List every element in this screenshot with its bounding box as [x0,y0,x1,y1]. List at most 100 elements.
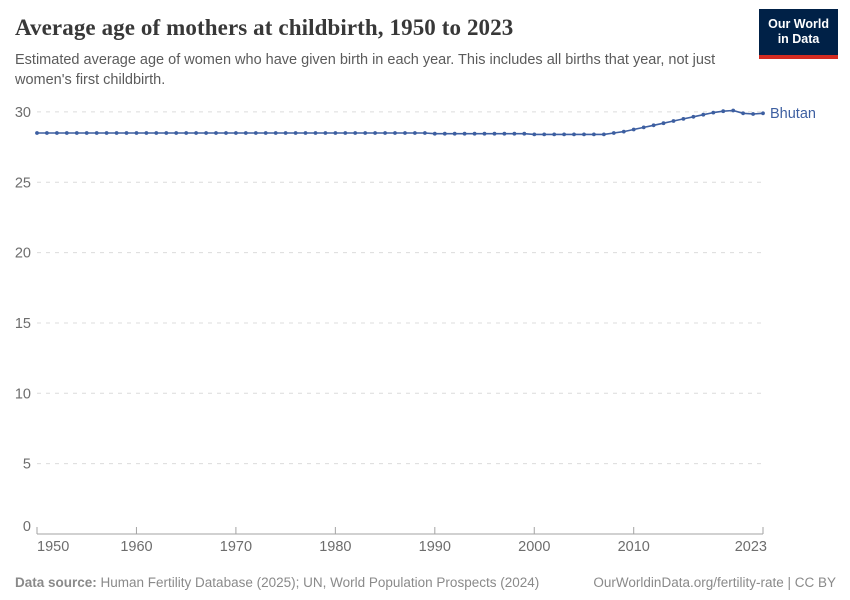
data-point[interactable] [413,131,417,135]
data-point[interactable] [253,131,258,135]
data-point[interactable] [472,131,477,136]
data-point[interactable] [323,131,328,135]
y-tick-label: 10 [15,386,31,402]
data-point[interactable] [74,131,79,135]
series-label: Bhutan [770,106,816,122]
data-point[interactable] [114,131,119,135]
data-point[interactable] [403,131,407,135]
data-point[interactable] [194,131,199,135]
y-tick-label: 5 [23,457,31,473]
chart-footer: Data source: Human Fertility Database (2… [15,575,836,590]
data-point[interactable] [452,131,457,136]
data-point[interactable] [711,110,716,115]
data-point[interactable] [492,131,497,136]
data-point[interactable] [621,129,626,134]
data-point[interactable] [522,131,527,136]
x-tick-label: 2010 [618,539,650,555]
x-tick-label: 1950 [37,539,69,555]
owid-logo[interactable]: Our World in Data [759,9,838,59]
data-point[interactable] [562,132,566,137]
owid-logo-line2: in Data [777,32,820,47]
x-tick-label: 2023 [735,539,767,555]
data-point[interactable] [293,131,298,135]
y-tick-label: 20 [15,246,31,262]
data-point[interactable] [154,131,159,135]
data-source-label: Data source: [15,575,97,590]
data-point[interactable] [353,131,358,135]
data-point[interactable] [423,131,427,135]
data-point[interactable] [84,131,89,135]
data-source-text: Human Fertility Database (2025); UN, Wor… [96,575,540,590]
data-point[interactable] [502,131,507,136]
data-point[interactable] [542,132,547,137]
data-point[interactable] [174,131,179,135]
data-point[interactable] [641,125,646,130]
data-point[interactable] [45,131,49,135]
data-source-note: Data source: Human Fertility Database (2… [15,575,539,590]
data-point[interactable] [442,131,447,136]
data-point[interactable] [582,132,586,137]
data-point[interactable] [592,132,596,137]
x-tick-label: 1990 [419,539,451,555]
data-point[interactable] [333,131,338,135]
data-point[interactable] [55,131,59,135]
x-tick-label: 1980 [319,539,351,555]
license-note[interactable]: OurWorldinData.org/fertility-rate | CC B… [593,575,836,590]
x-tick-label: 1960 [120,539,152,555]
y-tick-label: 0 [23,519,31,535]
data-point[interactable] [224,131,228,135]
data-point[interactable] [243,131,248,135]
data-point[interactable] [104,131,109,135]
data-point[interactable] [671,119,676,123]
data-point[interactable] [263,131,268,135]
data-point[interactable] [462,131,467,136]
data-point[interactable] [751,112,755,116]
data-point[interactable] [144,131,149,135]
chart-subtitle: Estimated average age of women who have … [15,51,716,88]
data-point[interactable] [512,131,517,136]
data-point[interactable] [214,131,218,135]
data-point[interactable] [691,114,696,119]
data-point[interactable] [482,131,487,136]
data-point[interactable] [701,112,706,117]
data-point[interactable] [343,131,348,135]
data-point[interactable] [532,132,537,137]
data-point[interactable] [681,117,686,121]
x-tick-label: 2000 [518,539,550,555]
chart-title: Average age of mothers at childbirth, 19… [15,15,514,40]
data-point[interactable] [124,131,129,135]
data-point[interactable] [572,132,576,137]
data-point[interactable] [234,131,238,135]
data-point[interactable] [602,132,606,137]
data-point[interactable] [393,131,397,135]
data-point[interactable] [761,111,765,116]
data-point[interactable] [432,131,437,136]
data-point[interactable] [64,131,69,135]
data-point[interactable] [661,121,666,126]
y-tick-label: 15 [15,316,31,332]
data-point[interactable] [303,131,308,135]
data-point[interactable] [383,131,387,135]
owid-logo-line1: Our World [768,17,829,31]
data-point[interactable] [94,131,99,135]
data-point[interactable] [741,111,745,116]
data-point[interactable] [134,131,139,135]
data-point[interactable] [273,131,278,135]
data-point[interactable] [651,123,656,128]
data-point[interactable] [35,131,39,135]
data-point[interactable] [731,108,736,113]
data-point[interactable] [373,131,377,135]
data-point[interactable] [631,127,636,132]
line-chart-area[interactable]: 0 5 10 15 20 25 30 1950 1960 1970 1980 1990 2000 2010… [0,95,850,560]
data-point[interactable] [204,131,209,135]
data-point[interactable] [611,131,616,135]
chart-header: Average age of mothers at childbirth, 19… [15,9,838,90]
data-point[interactable] [721,109,726,114]
data-point[interactable] [184,131,189,135]
y-tick-label: 25 [15,175,31,191]
data-point[interactable] [552,132,557,137]
data-point[interactable] [363,131,368,135]
data-point[interactable] [164,131,169,135]
data-point[interactable] [283,131,288,135]
data-point[interactable] [313,131,318,135]
